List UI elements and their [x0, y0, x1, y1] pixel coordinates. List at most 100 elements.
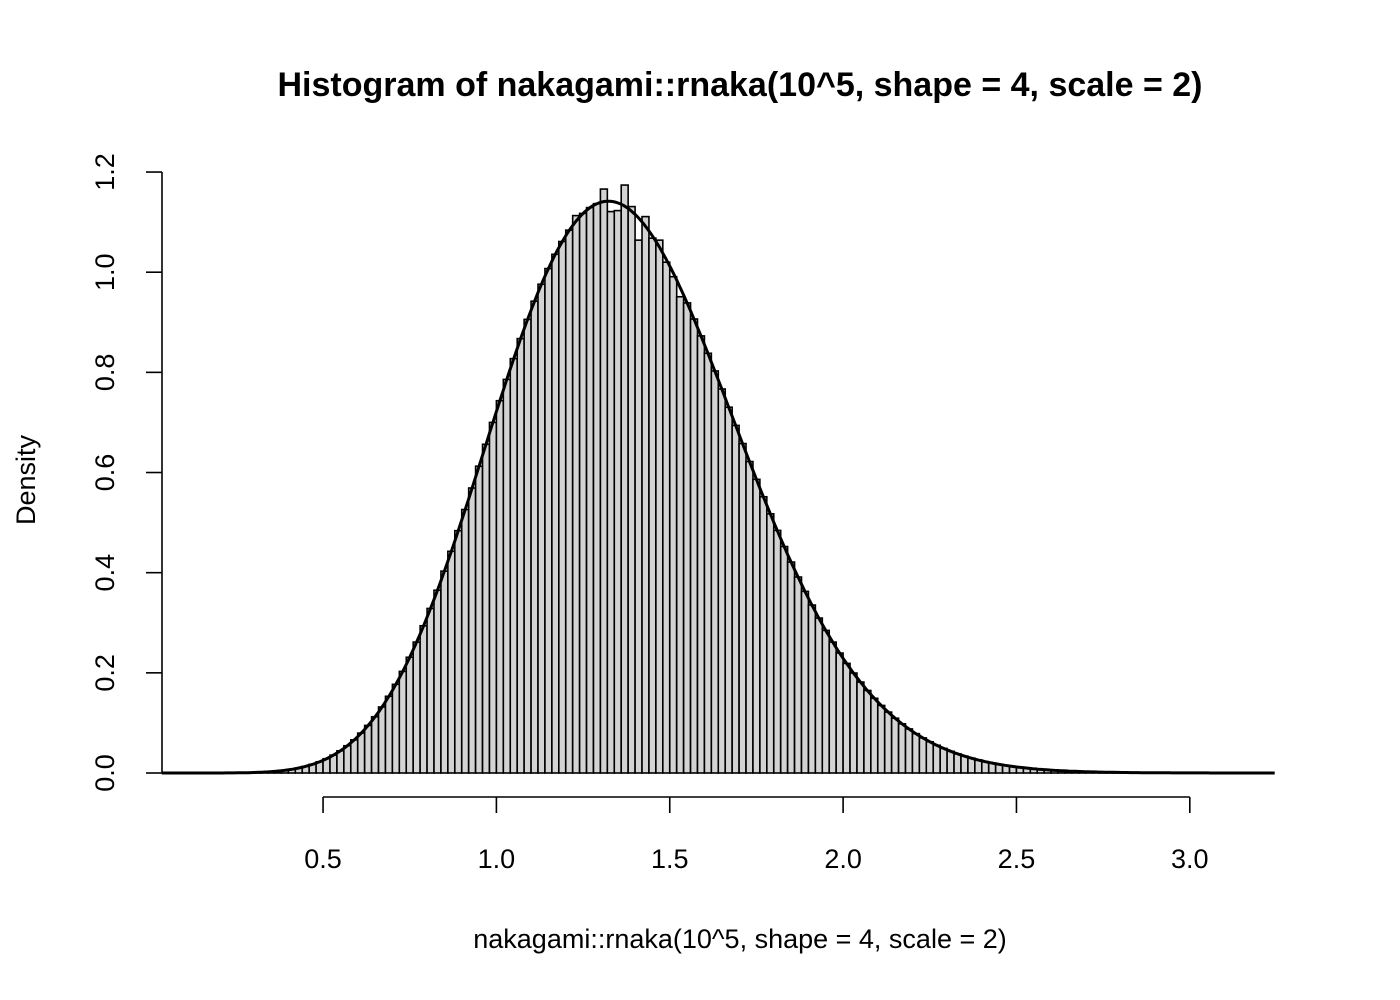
histogram-bar — [363, 724, 373, 774]
histogram-bar — [849, 672, 858, 774]
x-tick-label: 3.0 — [1171, 844, 1209, 874]
histogram-bar — [564, 229, 574, 774]
histogram-bar — [918, 737, 928, 774]
y-tick-label: 0.0 — [90, 754, 120, 792]
histogram-bar — [488, 421, 498, 774]
histogram-bar — [703, 352, 713, 774]
y-tick-label: 0.2 — [90, 654, 120, 692]
histogram-bar — [433, 589, 442, 774]
histogram-bar — [627, 205, 636, 774]
histogram-bar — [675, 295, 685, 774]
histogram-bar — [474, 465, 484, 774]
histogram-bar — [696, 335, 706, 774]
histogram-bar — [786, 561, 796, 774]
histogram-bar — [530, 300, 539, 774]
histogram-bar — [779, 545, 789, 774]
y-tick-label: 0.8 — [90, 354, 120, 392]
chart-title: Histogram of nakagami::rnaka(10^5, shape… — [277, 66, 1202, 104]
histogram-bar — [585, 206, 595, 774]
histogram-bar — [509, 357, 519, 774]
histogram-bar — [759, 495, 768, 774]
histogram-bar — [710, 370, 720, 774]
histogram-bar — [772, 529, 782, 774]
histogram-bar — [807, 604, 817, 774]
histogram-bar — [592, 202, 602, 774]
histogram-bar — [620, 184, 629, 774]
y-tick-label: 0.4 — [90, 554, 120, 592]
histogram-bar — [426, 607, 435, 774]
histogram-bar — [724, 406, 733, 774]
histogram-bar — [925, 740, 935, 774]
y-tick-label: 0.6 — [90, 454, 120, 492]
histogram-bar — [377, 706, 387, 774]
histogram-bar — [349, 739, 359, 774]
histogram-bar — [717, 388, 727, 774]
histogram-bar — [336, 750, 345, 774]
histogram-bar — [835, 652, 844, 774]
histogram-bar — [523, 318, 532, 774]
histogram-bar — [460, 508, 470, 774]
histogram-bar — [384, 695, 394, 774]
histogram-bar — [668, 275, 678, 774]
histogram-bar — [453, 529, 463, 774]
histogram-bar — [447, 550, 456, 774]
histogram-bar — [599, 188, 609, 774]
histogram-bar — [578, 212, 588, 774]
histogram-bar — [641, 215, 650, 774]
histogram-bar — [953, 753, 962, 774]
histogram-bars — [190, 184, 1191, 774]
histogram-bar — [537, 283, 546, 774]
histogram-bar — [391, 683, 401, 774]
x-tick-label: 1.5 — [651, 844, 689, 874]
histogram-bar — [897, 723, 907, 774]
histogram-bar — [904, 728, 914, 774]
histogram-bar — [502, 378, 512, 774]
histogram-bar — [516, 337, 525, 774]
y-axis-label: Density — [11, 434, 41, 525]
histogram-bar — [752, 478, 761, 774]
histogram-bar — [343, 744, 352, 774]
x-axis: 0.5 1.0 1.5 2.0 2.5 3.0 — [304, 796, 1209, 874]
histogram-bar — [634, 239, 643, 774]
histogram-bar — [814, 617, 824, 774]
x-tick-label: 1.0 — [478, 844, 516, 874]
histogram-bar — [932, 744, 941, 774]
histogram-bar — [655, 239, 664, 774]
histogram-bar — [606, 210, 616, 774]
histogram-bar — [467, 487, 477, 774]
histogram-bar — [911, 732, 921, 774]
histogram-bar — [870, 697, 879, 774]
x-tick-label: 2.0 — [824, 844, 862, 874]
y-tick-label: 1.0 — [90, 253, 120, 291]
histogram-bar — [856, 681, 865, 774]
histogram-bar — [946, 750, 955, 774]
histogram-bar — [890, 717, 900, 774]
histogram-bar — [398, 670, 408, 774]
histogram-bar — [481, 443, 491, 774]
histogram-bar — [960, 755, 969, 774]
histogram-bar — [842, 662, 851, 774]
histogram-bar — [800, 590, 810, 774]
histogram-bar — [571, 214, 581, 774]
histogram-bar — [738, 442, 747, 774]
histogram-bar — [558, 240, 567, 774]
histogram-bar — [551, 253, 560, 774]
histogram-bar — [613, 209, 623, 774]
y-tick-label: 1.2 — [90, 153, 120, 191]
histogram-bar — [412, 641, 421, 774]
histogram-bar — [405, 656, 414, 774]
histogram-bar — [828, 641, 837, 774]
histogram-bar — [883, 711, 893, 774]
histogram-bar — [370, 715, 380, 774]
histogram-bar — [793, 576, 803, 774]
histogram-bar — [662, 261, 671, 774]
x-axis-label: nakagami::rnaka(10^5, shape = 4, scale =… — [473, 924, 1007, 954]
histogram-bar — [745, 460, 754, 774]
y-axis: 0.0 0.2 0.4 0.6 0.8 1.0 1.2 — [90, 153, 163, 792]
histogram-bar — [440, 570, 449, 774]
histogram-bar — [821, 629, 831, 774]
histogram-bar — [939, 747, 948, 774]
histogram-bar — [495, 399, 505, 774]
density-curve — [161, 199, 1275, 775]
